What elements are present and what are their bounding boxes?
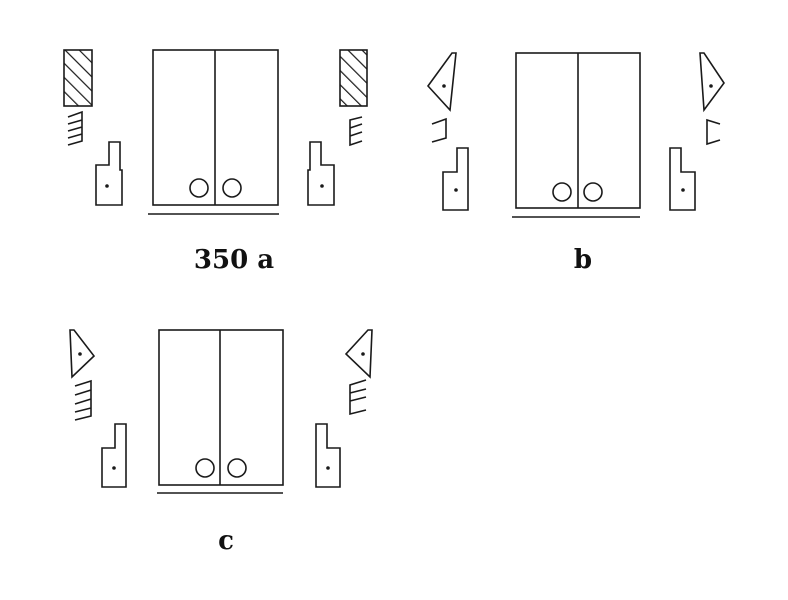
bracket-piece-left — [95, 141, 123, 206]
triangle-tab-left-c — [69, 329, 96, 379]
knob-left-b — [552, 182, 572, 202]
figure-caption-350a: 350 a — [194, 245, 274, 275]
pivot-dot-left-c — [112, 466, 116, 470]
hinge-mark-left-b — [431, 117, 447, 143]
figure-c: c — [69, 329, 373, 556]
bracket-piece-right-c — [315, 423, 341, 488]
tab-dot-left — [442, 84, 446, 88]
wardrobe-cabinet-a — [148, 49, 279, 215]
hinge-marks-right-c — [349, 379, 367, 416]
hinge-marks-left — [67, 110, 83, 146]
bracket-piece-right-b — [669, 147, 696, 211]
bracket-piece-left-b — [442, 147, 469, 211]
pivot-dot-right-c — [326, 466, 330, 470]
wardrobe-cabinet-b — [512, 52, 641, 218]
figure-caption-c: c — [218, 526, 234, 556]
knob-left-c — [195, 458, 215, 478]
knob-right-b — [583, 182, 603, 202]
tab-dot-right — [709, 84, 713, 88]
pivot-dot-right-b — [681, 188, 685, 192]
tab-dot-right-c — [361, 352, 365, 356]
pivot-dot-right — [320, 184, 324, 188]
figure-350a: 350 a — [63, 49, 368, 275]
hinge-mark-right-b — [706, 118, 721, 146]
figure-b: b — [426, 52, 725, 275]
pivot-dot-left-b — [454, 188, 458, 192]
figure-caption-b: b — [574, 245, 592, 275]
pivot-dot-left — [105, 184, 109, 188]
triangle-tab-left — [426, 52, 457, 112]
knob-right — [222, 178, 242, 198]
triangle-tab-right — [699, 52, 725, 113]
knob-right-c — [227, 458, 247, 478]
bracket-piece-left-c — [101, 423, 127, 488]
bracket-piece-right — [307, 141, 335, 206]
hinge-marks-right — [349, 116, 363, 147]
wardrobe-cabinet-c — [157, 329, 284, 494]
tab-dot-left-c — [78, 352, 82, 356]
hinge-marks-left-c — [74, 379, 92, 421]
knob-left — [189, 178, 209, 198]
hatched-panel-left — [63, 49, 93, 107]
triangle-tab-right-c — [344, 329, 373, 379]
hatched-panel-right — [339, 49, 368, 107]
